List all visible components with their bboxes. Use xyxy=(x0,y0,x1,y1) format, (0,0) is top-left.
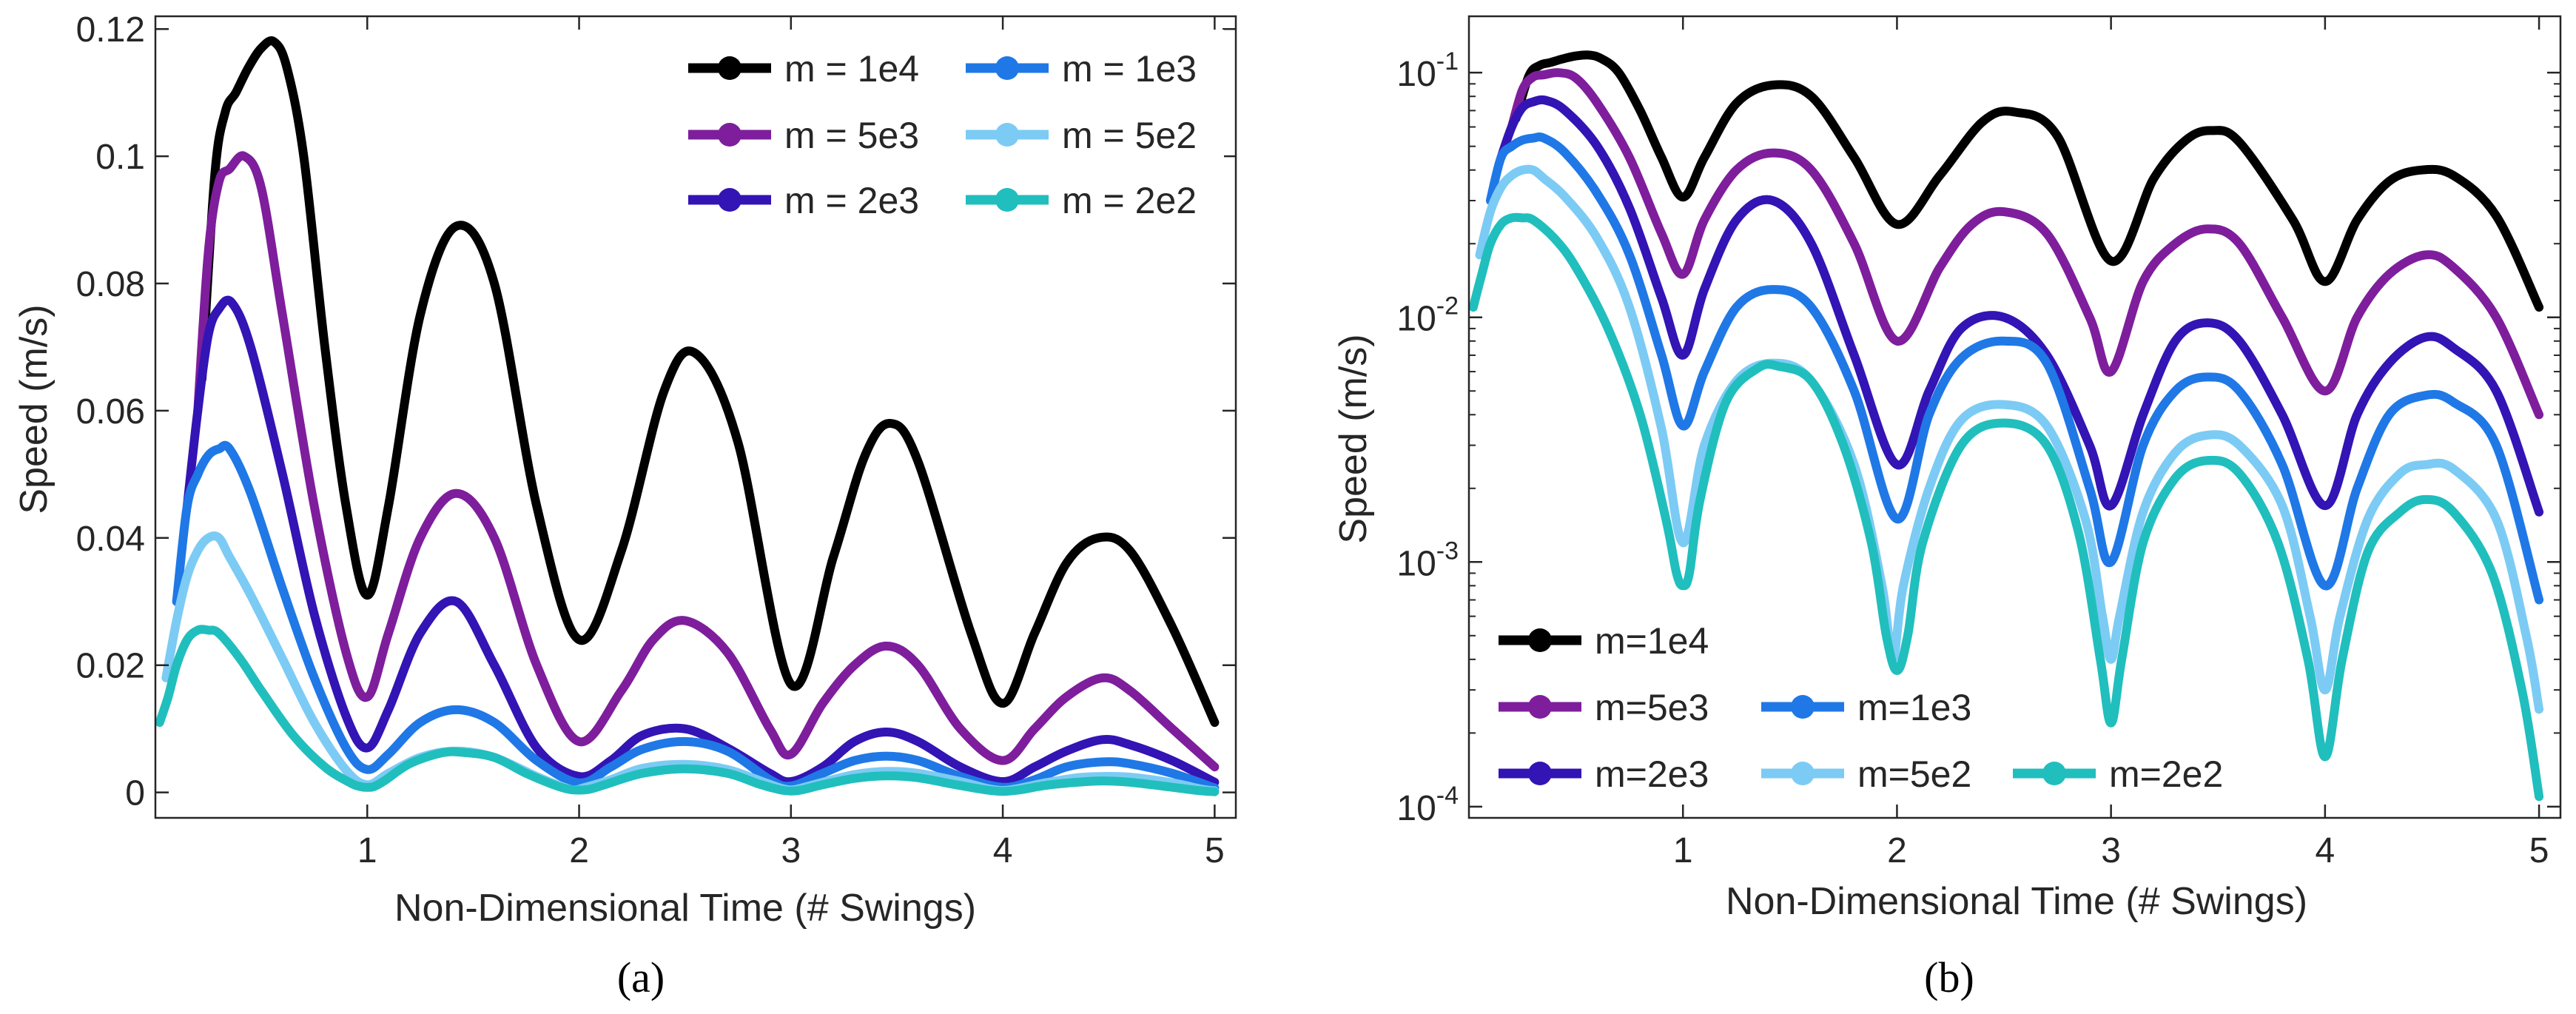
panel-a-series-group xyxy=(155,36,1220,796)
panel-a-x-tick-label: 4 xyxy=(993,831,1013,870)
panel-a-legend-marker-m-2e2 xyxy=(995,188,1019,212)
panel-b-legend-label-m-5e3: m=5e3 xyxy=(1595,687,1709,728)
panel-a-plot-frame xyxy=(154,15,1237,819)
panel-b-legend-label-m-2e3: m=2e3 xyxy=(1595,753,1709,795)
panel-a-y-tick-label: 0 xyxy=(125,774,145,813)
panel-a-y-tick-label: 0.12 xyxy=(76,10,145,50)
panel-b-series-group xyxy=(1469,50,2544,802)
panel-a-legend-label-m-2e3: m = 2e3 xyxy=(784,180,919,221)
panel-b-x-tick-label: 2 xyxy=(1887,831,1907,870)
panel-b-legend-label-m-5e2: m=5e2 xyxy=(1857,753,1971,795)
panel-b-legend-marker-m-5e2 xyxy=(1791,762,1815,785)
panel-b-legend-marker-m-1e4 xyxy=(1528,628,1552,652)
panel-a-legend: m = 1e4 m = 1e3 m = 5e3 m = 5e2 m = 2e3 m = 2… xyxy=(673,30,1224,274)
panel-b-legend-label-m-2e2: m=2e2 xyxy=(2109,753,2223,795)
panel-a-x-tick-label: 3 xyxy=(781,831,801,870)
panel-b-legend-marker-m-5e3 xyxy=(1528,695,1552,719)
panel-a-series-m-5e3 xyxy=(193,151,1220,772)
panel-a: 1 2 3 4 500.020.040.060.080.10.12 m = 1e4 m =… xyxy=(13,10,1237,1001)
panel-b-y-tick-label-exponent: -1 xyxy=(1436,47,1459,75)
panel-b-legend-label-m-1e4: m=1e4 xyxy=(1595,620,1709,662)
panel-b-caption: (b) xyxy=(1924,953,1974,1001)
panel-a-axes: 1 2 3 4 5 0 0.02 0.04 0.06 0.08 0.1 0.12 xyxy=(76,10,1237,870)
panel-b-series-m-5e3 xyxy=(1507,68,2544,420)
panel-a-y-tick-label: 0.04 xyxy=(76,520,145,559)
panel-a-series-m-2e3 xyxy=(182,295,1220,787)
panel-a-y-tick-label: 0.08 xyxy=(76,265,145,304)
panel-b-y-tick-label-exponent: -3 xyxy=(1436,537,1459,565)
panel-b-y-tick-label-base: 10 xyxy=(1396,55,1436,94)
panel-a-y-tick-label: 0.02 xyxy=(76,647,145,686)
panel-b-y-tick-label-base: 10 xyxy=(1396,544,1436,583)
panel-a-x-tick-label: 1 xyxy=(357,831,377,870)
panel-b-y-tick-label-base: 10 xyxy=(1396,300,1436,339)
panel-a-y-tick-label: 0.06 xyxy=(76,392,145,432)
panel-b-curves xyxy=(1469,50,2544,802)
panel-a-x-tick-label: 2 xyxy=(569,831,589,870)
panel-b-legend-marker-m-1e3 xyxy=(1791,695,1815,719)
panel-b-legend-marker-m-2e3 xyxy=(1528,762,1552,785)
panel-a-legend-label-m-5e2: m = 5e2 xyxy=(1062,115,1197,156)
panel-b-x-tick-label: 5 xyxy=(2529,831,2549,870)
panel-a-legend-label-m-5e3: m = 5e3 xyxy=(784,115,919,156)
panel-a-legend-label-m-2e2: m = 2e2 xyxy=(1062,180,1197,221)
panel-a-legend-marker-m-5e3 xyxy=(718,123,741,147)
panel-b-y-tick-label: 10-3 xyxy=(1396,537,1459,583)
panel-a-legend-label-m-1e4: m = 1e4 xyxy=(784,48,919,90)
panel-b-x-axis-label: Non-Dimensional Time (# Swings) xyxy=(1726,880,2307,923)
panel-b-y-tick-label: 10-1 xyxy=(1396,47,1459,94)
panel-a-curves xyxy=(155,36,1220,796)
panel-a-y-tick-label: 0.1 xyxy=(95,138,145,177)
panel-a-legend-marker-m-5e2 xyxy=(995,123,1019,147)
panel-b-legend-label-m-1e3: m=1e3 xyxy=(1857,687,1971,728)
panel-b-x-tick-label: 3 xyxy=(2101,831,2121,870)
panel-b-y-tick-label-base: 10 xyxy=(1396,789,1436,828)
panel-b-x-tick-label: 1 xyxy=(1673,831,1693,870)
panel-b-series-m-2e3 xyxy=(1496,95,2544,517)
panel-a-legend-marker-m-1e3 xyxy=(995,56,1019,80)
panel-a-x-axis-label: Non-Dimensional Time (# Swings) xyxy=(394,887,976,930)
panel-b-series-m-5e2 xyxy=(1475,164,2544,714)
panel-b-legend-marker-m-2e2 xyxy=(2042,762,2066,785)
panel-b-x-tick-label: 4 xyxy=(2316,831,2335,870)
panel-b-y-axis-label: Speed (m/s) xyxy=(1332,334,1375,543)
panel-a-caption: (a) xyxy=(617,953,665,1001)
panel-a-y-axis-label: Speed (m/s) xyxy=(13,304,56,514)
panel-a-series-m-2e2 xyxy=(155,625,1220,796)
panel-a-legend-marker-m-2e3 xyxy=(718,188,741,212)
panel-b-y-tick-label: 10-4 xyxy=(1396,782,1459,828)
panel-a-x-tick-label: 5 xyxy=(1205,831,1225,870)
panel-a-legend-label-m-1e3: m = 1e3 xyxy=(1062,48,1197,90)
panel-a-legend-marker-m-1e4 xyxy=(718,56,741,80)
panel-a-series-m-1e4 xyxy=(198,36,1220,728)
panel-b-y-tick-label-exponent: -4 xyxy=(1436,782,1459,810)
panel-b-plot-frame xyxy=(1467,15,2562,819)
panel-b-series-m-2e2 xyxy=(1469,212,2544,802)
panel-b-legend: m=1e4 m=5e3 m=1e3 m=2e3 m=5e2 m=2e2 xyxy=(1499,620,2223,795)
panel-b-axes: 1 2 3 4 510-410-310-210-1 xyxy=(1396,15,2562,870)
panel-b-series-m-1e3 xyxy=(1485,132,2544,605)
panel-b-series-m-1e4 xyxy=(1511,50,2544,312)
panel-b-y-tick-label: 10-2 xyxy=(1396,292,1459,339)
panel-b-y-tick-label-exponent: -2 xyxy=(1436,292,1459,320)
